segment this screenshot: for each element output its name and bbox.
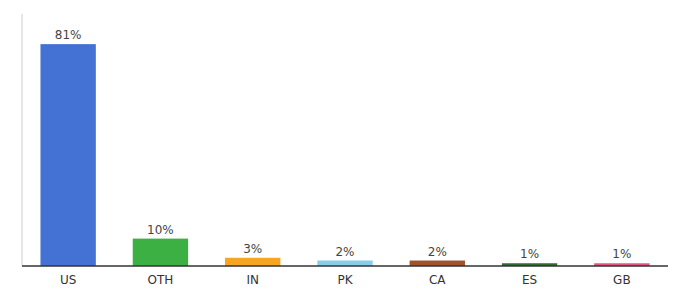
data-labels: 81% 10% 3% 2% 2% 1% 1%	[55, 28, 632, 261]
x-tick-label: CA	[429, 273, 446, 287]
chart-container: 81% 10% 3% 2% 2% 1% 1% US OTH IN PK CA ES GB	[0, 0, 680, 300]
data-label: 3%	[243, 242, 262, 256]
bar	[133, 239, 188, 266]
bar	[317, 261, 372, 266]
bars	[40, 44, 649, 266]
data-label: 1%	[520, 247, 539, 261]
bar	[225, 258, 280, 266]
data-label: 81%	[55, 28, 82, 42]
x-tick-label: GB	[613, 273, 631, 287]
x-tick-label: OTH	[148, 273, 174, 287]
bar	[410, 261, 465, 266]
x-tick-labels: US OTH IN PK CA ES GB	[60, 273, 631, 287]
x-tick-label: IN	[246, 273, 259, 287]
data-label: 1%	[612, 247, 631, 261]
bar	[40, 44, 95, 266]
x-tick-label: US	[60, 273, 76, 287]
page: {"chart_data": {"type": "bar", "categori…	[0, 0, 680, 300]
data-label: 10%	[147, 223, 174, 237]
x-tick-label: ES	[522, 273, 537, 287]
data-label: 2%	[428, 245, 447, 259]
y-axis-line	[22, 14, 23, 266]
x-axis-line	[22, 265, 668, 267]
data-label: 2%	[335, 245, 354, 259]
chart: 81% 10% 3% 2% 2% 1% 1% US OTH IN PK CA ES GB	[0, 0, 680, 300]
x-tick-label: PK	[337, 273, 353, 287]
